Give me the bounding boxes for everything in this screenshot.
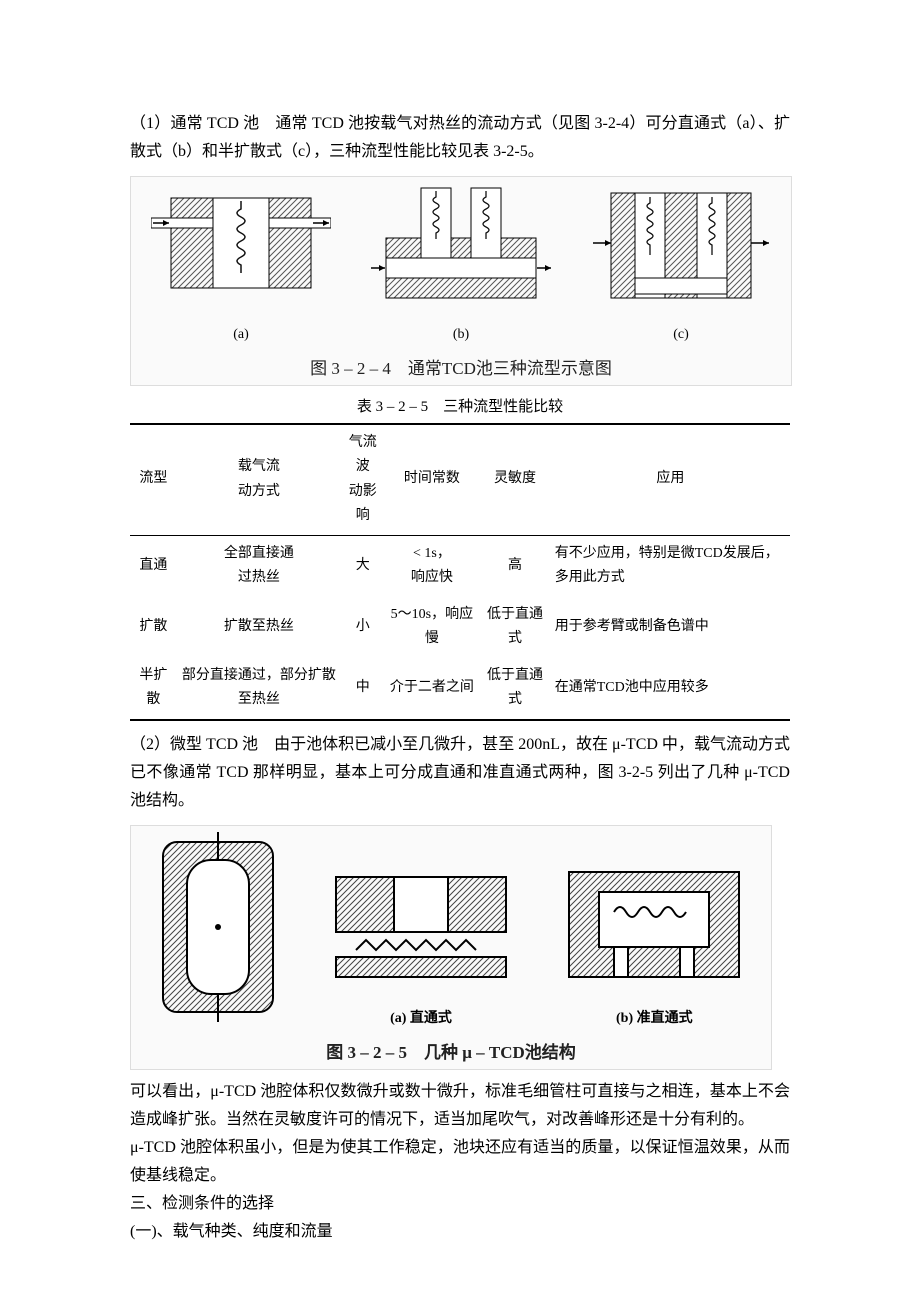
col-sensitivity: 灵敏度 xyxy=(479,424,550,536)
diagram-2b-label: (b) 准直通式 xyxy=(559,1007,749,1032)
cell: 全部直接通 过热丝 xyxy=(177,535,341,597)
table-3-2-5: 流型 载气流 动方式 气流波 动影响 时间常数 灵敏度 应用 直通 全部直接通 … xyxy=(130,423,790,721)
paragraph-4: μ-TCD 池腔体积虽小，但是为使其工作稳定，池块还应有适当的质量，以保证恒温效… xyxy=(130,1134,790,1190)
figure-3-2-5-caption: 图 3 – 2 – 5 几种 μ – TCD池结构 xyxy=(326,1038,576,1068)
table-header-row: 流型 载气流 动方式 气流波 动影响 时间常数 灵敏度 应用 xyxy=(130,424,790,536)
diagram-a: (a) xyxy=(151,183,331,348)
diagram-2a: (a) 直通式 xyxy=(326,857,516,1032)
subheading-3-1: (一)、载气种类、纯度和流量 xyxy=(130,1218,790,1246)
figure-3-2-5: (a) 直通式 xyxy=(130,825,790,1071)
diagram-a-label: (a) xyxy=(151,323,331,348)
paragraph-3: 可以看出，μ-TCD 池腔体积仅数微升或数十微升，标准毛细管柱可直接与之相连，基… xyxy=(130,1078,790,1134)
col-carrier-mode: 载气流 动方式 xyxy=(177,424,341,536)
table-row: 直通 全部直接通 过热丝 大 < 1s， 响应快 高 有不少应用，特别是微TCD… xyxy=(130,535,790,597)
document-page: （1）通常 TCD 池 通常 TCD 池按载气对热丝的流动方式（见图 3-2-4… xyxy=(0,0,920,1306)
figure-3-2-4: (a) xyxy=(130,176,790,386)
cell: 扩散 xyxy=(130,597,177,658)
cell: 大 xyxy=(341,535,384,597)
cell: 在通常TCD池中应用较多 xyxy=(551,658,790,720)
col-application: 应用 xyxy=(551,424,790,536)
cell: 中 xyxy=(341,658,384,720)
table-row: 扩散 扩散至热丝 小 5～10s，响应慢 低于直通式 用于参考臂或制备色谱中 xyxy=(130,597,790,658)
cell: 用于参考臂或制备色谱中 xyxy=(551,597,790,658)
cell: 小 xyxy=(341,597,384,658)
paragraph-1: （1）通常 TCD 池 通常 TCD 池按载气对热丝的流动方式（见图 3-2-4… xyxy=(130,110,790,166)
diagram-2b: (b) 准直通式 xyxy=(559,857,749,1032)
diagram-c-label: (c) xyxy=(591,323,771,348)
col-flow-type: 流型 xyxy=(130,424,177,536)
diagram-2a-label: (a) 直通式 xyxy=(326,1007,516,1032)
figure-3-2-5-image: (a) 直通式 xyxy=(130,825,772,1071)
diagram-2a-left xyxy=(153,832,283,1032)
figure-3-2-4-caption: 图 3 – 2 – 4 通常TCD池三种流型示意图 xyxy=(310,354,612,384)
cell: 高 xyxy=(479,535,550,597)
diagram-b: (b) xyxy=(371,183,551,348)
cell: 介于二者之间 xyxy=(384,658,479,720)
heading-3: 三、检测条件的选择 xyxy=(130,1190,790,1218)
cell: 半扩散 xyxy=(130,658,177,720)
cell: 低于直通式 xyxy=(479,658,550,720)
figure-3-2-4-image: (a) xyxy=(130,176,792,386)
diagram-b-label: (b) xyxy=(371,323,551,348)
paragraph-2: （2）微型 TCD 池 由于池体积已减小至几微升，甚至 200nL，故在 μ-T… xyxy=(130,731,790,815)
cell: 直通 xyxy=(130,535,177,597)
table-3-2-5-title: 表 3 – 2 – 5 三种流型性能比较 xyxy=(130,394,790,420)
table-row: 半扩散 部分直接通过，部分扩散至热丝 中 介于二者之间 低于直通式 在通常TCD… xyxy=(130,658,790,720)
cell: 扩散至热丝 xyxy=(177,597,341,658)
cell: 有不少应用，特别是微TCD发展后，多用此方式 xyxy=(551,535,790,597)
cell: 低于直通式 xyxy=(479,597,550,658)
col-wave-effect: 气流波 动影响 xyxy=(341,424,384,536)
col-time-const: 时间常数 xyxy=(384,424,479,536)
cell: < 1s， 响应快 xyxy=(384,535,479,597)
diagram-c: (c) xyxy=(591,183,771,348)
cell: 5～10s，响应慢 xyxy=(384,597,479,658)
cell: 部分直接通过，部分扩散至热丝 xyxy=(177,658,341,720)
